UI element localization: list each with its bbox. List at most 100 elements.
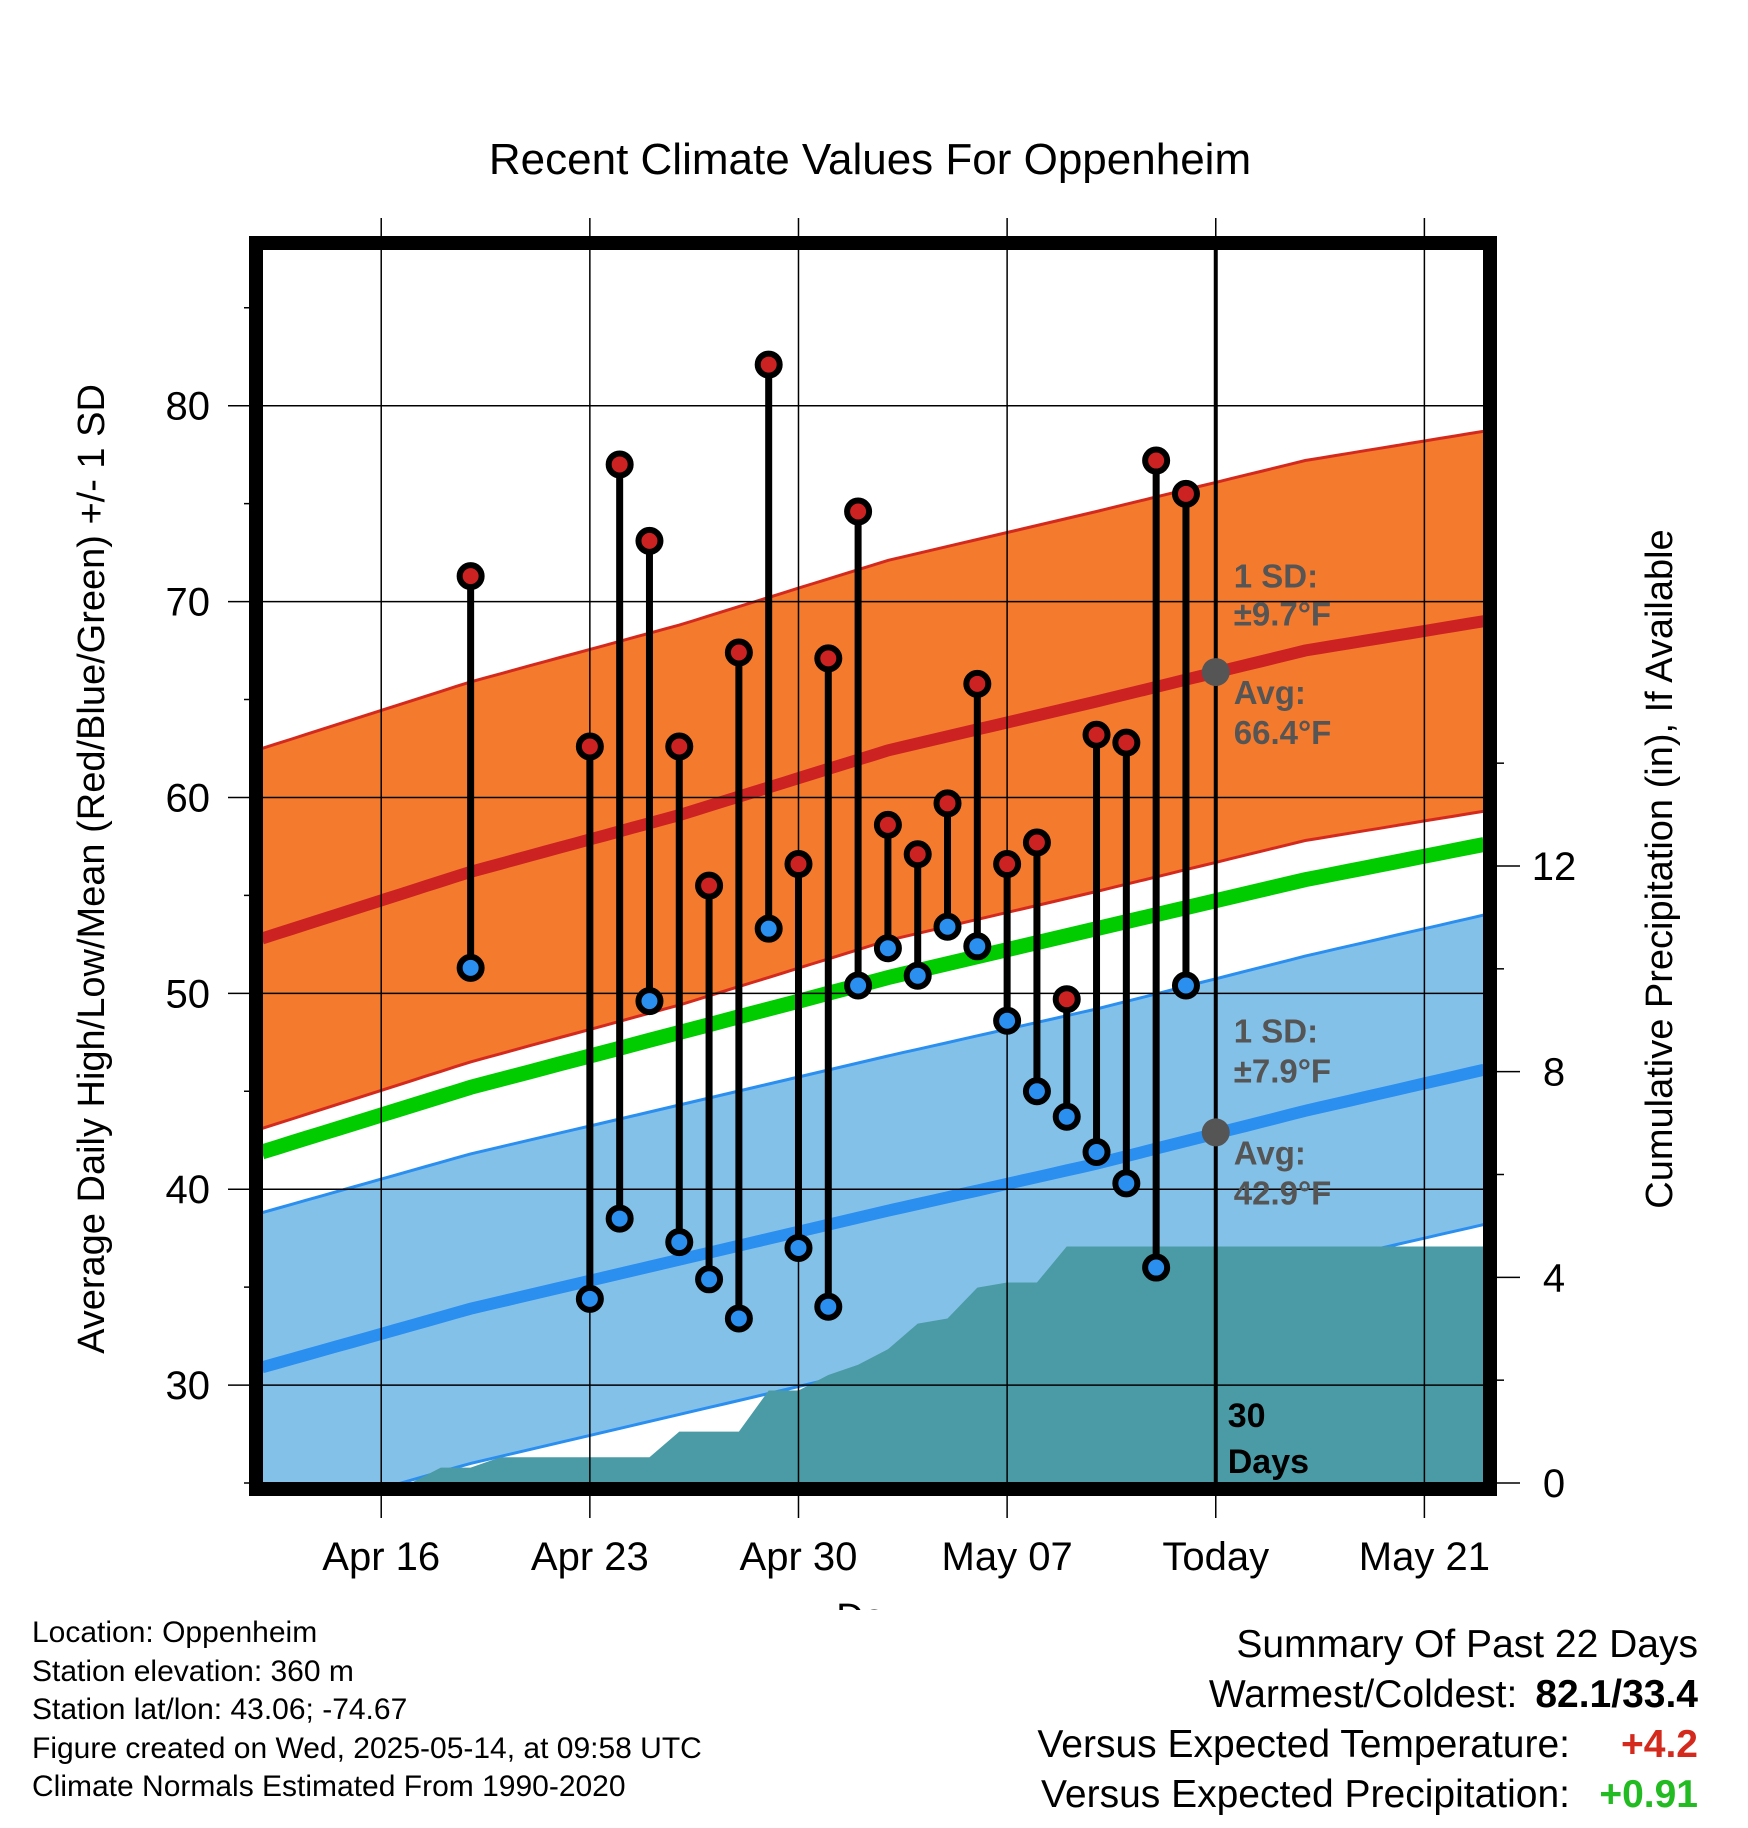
y2-axis-label: Cumulative Precipitation (in), If Availa… xyxy=(1639,529,1681,1208)
high-point xyxy=(903,840,932,869)
high-point xyxy=(1022,828,1051,857)
y2-tick-label: 8 xyxy=(1543,1051,1565,1095)
low-sd-band xyxy=(262,915,1484,1483)
high-point xyxy=(993,850,1022,879)
precip-value: +0.91 xyxy=(1599,1773,1698,1816)
normal-high-line xyxy=(262,615,1484,945)
low-point xyxy=(784,1233,813,1262)
station-info: Location: Oppenheim Station elevation: 3… xyxy=(32,1614,702,1807)
low-sd-upper-edge xyxy=(262,913,1484,1215)
low-point xyxy=(605,1204,634,1233)
high-point xyxy=(665,732,694,761)
low-point xyxy=(933,912,962,941)
x-tick-label: Apr 30 xyxy=(740,1535,858,1579)
low-point xyxy=(1052,1102,1081,1131)
precip-label: Versus Expected Precipitation: xyxy=(1041,1773,1570,1816)
y-tick-label: 50 xyxy=(166,972,211,1016)
low-point xyxy=(993,1006,1022,1035)
created-text: Figure created on Wed, 2025-05-14, at 09… xyxy=(32,1731,702,1765)
normal-mean-line xyxy=(262,837,1484,1160)
high-point xyxy=(1171,479,1200,508)
elevation-text: Station elevation: 360 m xyxy=(32,1654,354,1688)
y2-tick-label: 4 xyxy=(1543,1256,1565,1300)
low-sd-label: 1 SD: xyxy=(1234,1012,1318,1049)
low-point xyxy=(844,971,873,1000)
y-tick-label: 70 xyxy=(166,581,211,625)
summary-warmest-row: Warmest/Coldest: 82.1/33.4 xyxy=(1037,1670,1698,1720)
low-point xyxy=(1022,1077,1051,1106)
temp-value: +4.2 xyxy=(1621,1723,1698,1766)
summary-panel: Summary Of Past 22 Days Warmest/Coldest:… xyxy=(1037,1620,1698,1820)
high-point xyxy=(635,526,664,555)
high-point xyxy=(724,638,753,667)
high-avg-value: 66.4°F xyxy=(1234,714,1332,751)
low-point xyxy=(873,934,902,963)
y2-tick-label: 0 xyxy=(1543,1462,1565,1506)
warmest-value: 82.1/33.4 xyxy=(1535,1673,1698,1716)
x-tick-label: Apr 16 xyxy=(322,1535,440,1579)
high-avg-label: Avg: xyxy=(1234,674,1306,711)
low-point xyxy=(1082,1137,1111,1166)
high-point xyxy=(1142,446,1171,475)
y-axis-label: Average Daily High/Low/Mean (Red/Blue/Gr… xyxy=(71,384,113,1354)
high-point xyxy=(1052,985,1081,1014)
x-tick-label: May 07 xyxy=(942,1535,1073,1579)
x-tick-label: Apr 23 xyxy=(531,1535,649,1579)
high-point xyxy=(784,850,813,879)
high-point xyxy=(873,810,902,839)
today-low-avg-marker xyxy=(1201,1118,1230,1147)
high-point xyxy=(695,871,724,900)
high-point xyxy=(1082,720,1111,749)
low-avg-value: 42.9°F xyxy=(1234,1174,1332,1211)
low-point xyxy=(754,914,783,943)
low-point xyxy=(575,1284,604,1313)
precip-area xyxy=(262,1246,1484,1483)
x-tick-label: Today xyxy=(1162,1535,1269,1579)
y-tick-label: 40 xyxy=(166,1168,211,1212)
low-point xyxy=(1112,1169,1141,1198)
high-point xyxy=(1112,728,1141,757)
summary-precip-row: Versus Expected Precipitation: +0.91 xyxy=(1037,1770,1698,1820)
high-sd-band xyxy=(262,431,1484,1129)
y2-tick-label: 12 xyxy=(1532,845,1577,889)
low-point xyxy=(903,961,932,990)
high-point xyxy=(575,732,604,761)
y-tick-label: 60 xyxy=(166,776,211,820)
summary-title: Summary Of Past 22 Days xyxy=(1236,1623,1698,1666)
high-point xyxy=(754,350,783,379)
high-point xyxy=(456,562,485,591)
latlon-text: Station lat/lon: 43.06; -74.67 xyxy=(32,1693,408,1726)
low-point xyxy=(814,1292,843,1321)
high-sd-value: ±9.7°F xyxy=(1234,596,1331,633)
x-axis-label: Day xyxy=(836,1597,904,1610)
high-point xyxy=(844,497,873,526)
climate-chart: Recent Climate Values For Oppenheim 1 SD… xyxy=(71,135,1681,1610)
high-sd-lower-edge xyxy=(262,809,1484,1130)
low-point xyxy=(695,1265,724,1294)
y-tick-label: 30 xyxy=(166,1364,211,1408)
low-point xyxy=(665,1228,694,1257)
high-point xyxy=(814,644,843,673)
today-high-avg-marker xyxy=(1201,658,1230,687)
low-point xyxy=(1171,971,1200,1000)
low-point xyxy=(635,987,664,1016)
location-text: Location: Oppenheim xyxy=(32,1616,318,1649)
high-point xyxy=(605,450,634,479)
today-days-label: Days xyxy=(1228,1443,1309,1481)
warmest-label: Warmest/Coldest: xyxy=(1208,1673,1518,1716)
low-point xyxy=(724,1304,753,1333)
low-point xyxy=(963,932,992,961)
normals-text: Climate Normals Estimated From 1990-2020 xyxy=(32,1770,626,1803)
chart-title: Recent Climate Values For Oppenheim xyxy=(489,135,1251,184)
temp-label: Versus Expected Temperature: xyxy=(1037,1723,1570,1766)
y-tick-label: 80 xyxy=(166,385,211,429)
today-days-label: 30 xyxy=(1228,1397,1266,1435)
summary-temp-row: Versus Expected Temperature: +4.2 xyxy=(1037,1720,1698,1770)
x-tick-label: May 21 xyxy=(1359,1535,1490,1579)
normal-low-line xyxy=(262,1063,1484,1374)
high-sd-label: 1 SD: xyxy=(1234,558,1318,595)
low-sd-value: ±7.9°F xyxy=(1234,1052,1331,1089)
high-point xyxy=(933,789,962,818)
high-point xyxy=(963,669,992,698)
low-point xyxy=(1142,1253,1171,1282)
